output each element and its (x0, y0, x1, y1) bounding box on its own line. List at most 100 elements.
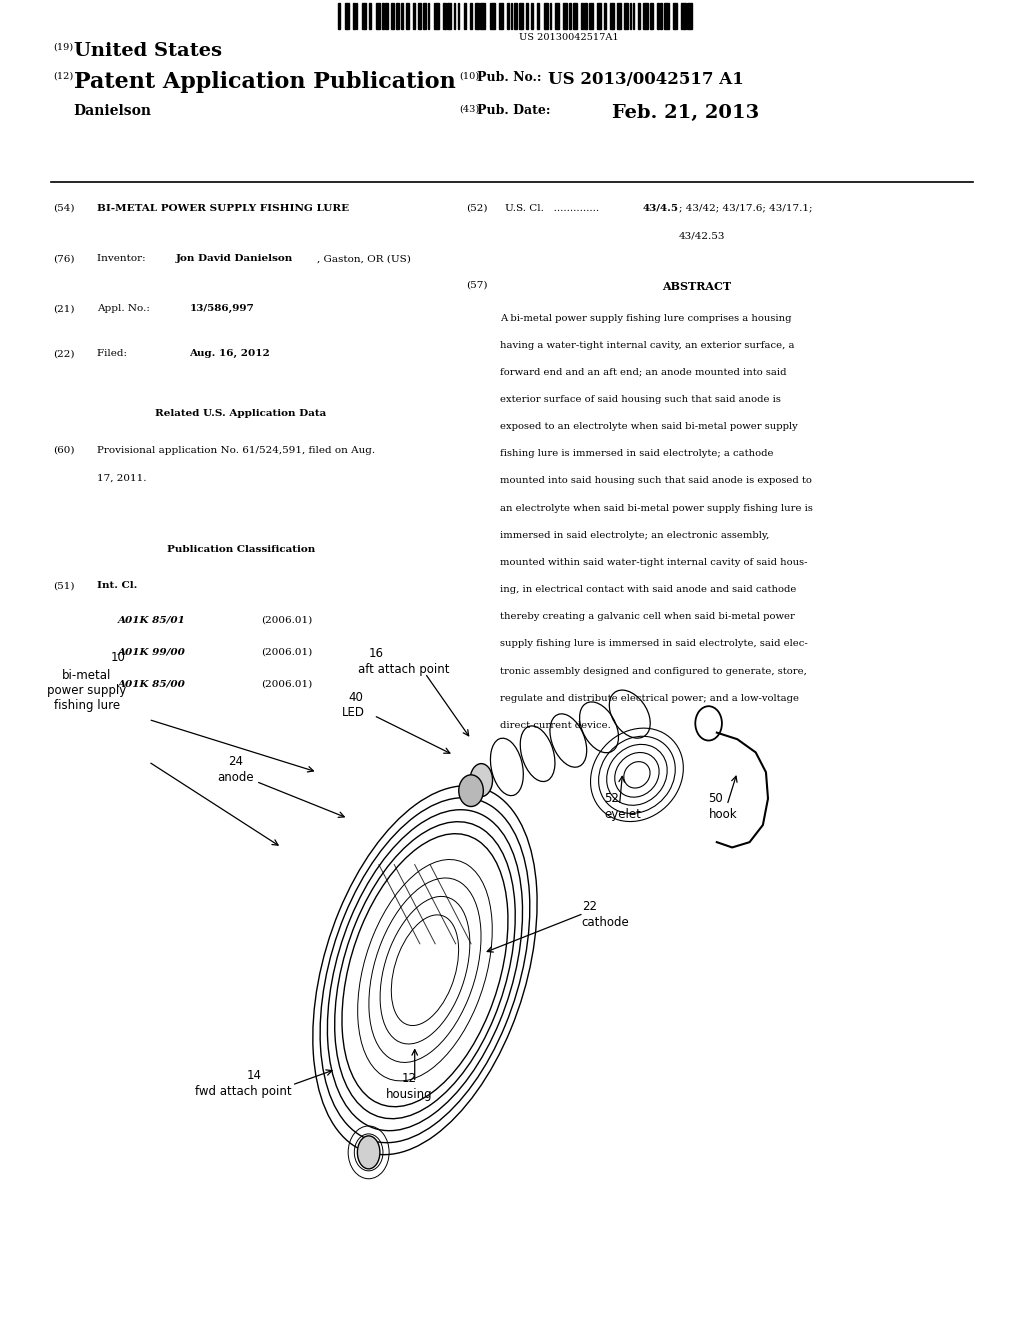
Bar (418, 3, 421, 29)
Bar (423, 3, 426, 29)
Text: (22): (22) (53, 350, 75, 358)
Text: A01K 85/00: A01K 85/00 (118, 680, 185, 689)
Text: direct current device.: direct current device. (500, 721, 610, 730)
Text: A01K 85/01: A01K 85/01 (118, 616, 185, 624)
Text: 22: 22 (582, 900, 597, 913)
Text: Jon David Danielson: Jon David Danielson (176, 253, 294, 263)
Bar (625, 3, 628, 29)
Text: LED: LED (342, 706, 365, 719)
Text: 43/4.5: 43/4.5 (643, 205, 679, 213)
Text: aft attach point: aft attach point (358, 663, 450, 676)
Bar (396, 3, 399, 29)
Bar (353, 3, 354, 29)
Text: (12): (12) (53, 71, 74, 81)
Text: fishing lure is immersed in said electrolyte; a cathode: fishing lure is immersed in said electro… (500, 449, 773, 458)
Text: (2006.01): (2006.01) (261, 680, 312, 689)
Text: 16: 16 (369, 647, 384, 660)
Text: supply fishing lure is immersed in said electrolyte, said elec-: supply fishing lure is immersed in said … (500, 639, 808, 648)
Bar (609, 3, 613, 29)
Bar (489, 3, 495, 29)
Text: Pub. Date:: Pub. Date: (477, 104, 551, 117)
Text: A bi-metal power supply fishing lure comprises a housing: A bi-metal power supply fishing lure com… (500, 314, 792, 322)
Text: regulate and distribute electrical power; and a low-voltage: regulate and distribute electrical power… (500, 694, 799, 702)
Ellipse shape (470, 763, 493, 796)
Bar (480, 3, 485, 29)
Bar (464, 3, 466, 29)
Bar (470, 3, 472, 29)
Bar (413, 3, 415, 29)
Ellipse shape (357, 1135, 380, 1170)
Bar (581, 3, 583, 29)
Bar (519, 3, 523, 29)
Text: cathode: cathode (582, 916, 630, 929)
Bar (511, 3, 512, 29)
Text: (76): (76) (53, 253, 75, 263)
Text: (52): (52) (466, 205, 487, 213)
Text: Patent Application Publication: Patent Application Publication (74, 71, 456, 94)
Text: United States: United States (74, 42, 222, 61)
Text: (10): (10) (459, 71, 479, 81)
Bar (443, 3, 445, 29)
Text: (57): (57) (466, 281, 487, 289)
Text: anode: anode (217, 771, 254, 784)
Text: 24: 24 (228, 755, 243, 768)
Bar (382, 3, 384, 29)
Bar (447, 3, 451, 29)
Text: (51): (51) (53, 582, 75, 590)
Text: exposed to an electrolyte when said bi-metal power supply: exposed to an electrolyte when said bi-m… (500, 422, 798, 432)
Text: Aug. 16, 2012: Aug. 16, 2012 (189, 350, 270, 358)
Bar (687, 3, 692, 29)
Bar (406, 3, 409, 29)
Bar (673, 3, 677, 29)
Text: 43/42.53: 43/42.53 (679, 232, 725, 240)
Text: (2006.01): (2006.01) (261, 616, 312, 624)
Bar (526, 3, 528, 29)
Text: Danielson: Danielson (74, 104, 152, 119)
Bar (362, 3, 366, 29)
Text: (19): (19) (53, 42, 74, 51)
Text: ; 43/42; 43/17.6; 43/17.1;: ; 43/42; 43/17.6; 43/17.1; (679, 205, 812, 213)
Text: Publication Classification: Publication Classification (167, 545, 314, 553)
Bar (631, 3, 632, 29)
Text: (43): (43) (459, 104, 479, 114)
Bar (681, 3, 686, 29)
Bar (508, 3, 509, 29)
Bar (585, 3, 587, 29)
Text: ing, in electrical contact with said anode and said cathode: ing, in electrical contact with said ano… (500, 585, 796, 594)
Bar (500, 3, 503, 29)
Bar (345, 3, 349, 29)
Text: Feb. 21, 2013: Feb. 21, 2013 (612, 104, 760, 123)
Bar (617, 3, 622, 29)
Circle shape (459, 775, 483, 807)
Bar (650, 3, 652, 29)
Bar (633, 3, 634, 29)
Text: forward end and an aft end; an anode mounted into said: forward end and an aft end; an anode mou… (500, 368, 786, 376)
Bar (531, 3, 532, 29)
Bar (391, 3, 393, 29)
Text: mounted within said water-tight internal cavity of said hous-: mounted within said water-tight internal… (500, 558, 807, 568)
Text: Inventor:: Inventor: (97, 253, 156, 263)
Text: Pub. No.:: Pub. No.: (477, 71, 542, 84)
Text: A01K 99/00: A01K 99/00 (118, 648, 185, 656)
Bar (563, 3, 567, 29)
Text: US 20130042517A1: US 20130042517A1 (518, 33, 618, 42)
Text: an electrolyte when said bi-metal power supply fishing lure is: an electrolyte when said bi-metal power … (500, 504, 813, 512)
Bar (656, 3, 658, 29)
Text: BI-METAL POWER SUPPLY FISHING LURE: BI-METAL POWER SUPPLY FISHING LURE (97, 205, 349, 213)
Text: thereby creating a galvanic cell when said bi-metal power: thereby creating a galvanic cell when sa… (500, 612, 795, 622)
Text: (54): (54) (53, 205, 75, 213)
Bar (401, 3, 403, 29)
Bar (385, 3, 388, 29)
Bar (572, 3, 578, 29)
Bar (664, 3, 669, 29)
Text: hook: hook (709, 808, 737, 821)
Bar (643, 3, 648, 29)
Bar (660, 3, 663, 29)
Bar (454, 3, 455, 29)
Text: U.S. Cl.   ..............: U.S. Cl. .............. (505, 205, 602, 213)
Bar (604, 3, 606, 29)
Bar (475, 3, 478, 29)
Text: having a water-tight internal cavity, an exterior surface, a: having a water-tight internal cavity, an… (500, 341, 795, 350)
Text: (21): (21) (53, 305, 75, 313)
Bar (538, 3, 539, 29)
